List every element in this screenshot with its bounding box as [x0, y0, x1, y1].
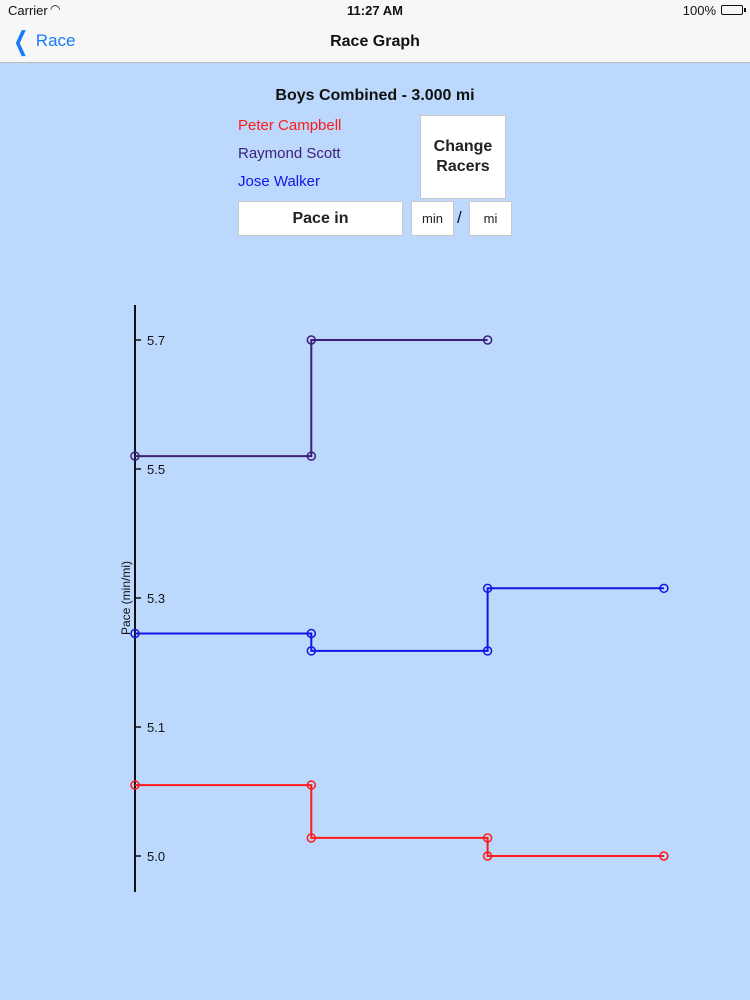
pace-in-label: Pace in: [238, 201, 403, 236]
data-point-jose-walker: [306, 646, 317, 656]
data-point-raymond-scott: [306, 335, 317, 345]
data-point-raymond-scott: [306, 451, 317, 461]
data-point-jose-walker: [659, 583, 669, 594]
change-racers-button[interactable]: Change Racers: [420, 115, 506, 199]
series-line-peter-campbell: [135, 784, 664, 857]
y-tick-label: 5.0: [147, 849, 165, 864]
series-line-jose-walker: [135, 587, 664, 652]
distance-unit-selector[interactable]: mi: [469, 201, 512, 236]
data-point-peter-campbell: [482, 851, 493, 861]
data-point-jose-walker: [482, 646, 493, 656]
data-point-peter-campbell: [306, 780, 317, 790]
back-button[interactable]: ❮ Race: [10, 26, 76, 56]
data-point-raymond-scott: [130, 451, 140, 461]
data-point-jose-walker: [306, 628, 317, 639]
data-point-jose-walker: [482, 583, 493, 594]
y-axis-label: Pace (min/mi): [119, 561, 133, 635]
unit-separator: /: [457, 208, 462, 227]
back-button-label: Race: [35, 31, 76, 50]
data-point-peter-campbell: [130, 780, 140, 790]
y-tick-label: 5.7: [147, 333, 165, 348]
carrier-label: Carrier: [8, 3, 48, 18]
data-point-peter-campbell: [482, 833, 493, 843]
y-tick-label: 5.5: [147, 462, 165, 477]
status-bar: Carrier ◠ 11:27 AM 100%: [0, 0, 750, 22]
data-point-jose-walker: [130, 628, 140, 639]
data-point-raymond-scott: [482, 335, 493, 345]
y-tick-label: 5.3: [147, 591, 165, 606]
battery-icon: [721, 5, 746, 15]
wifi-icon: ◠: [50, 2, 61, 16]
battery-percent: 100%: [682, 3, 716, 18]
chevron-left-icon: ❮: [13, 26, 29, 56]
page-title: Race Graph: [330, 33, 420, 50]
racer-name-jose-walker: Jose Walker: [238, 173, 320, 190]
navigation-bar: ❮ Race Race Graph: [0, 22, 750, 63]
series-line-raymond-scott: [135, 339, 488, 458]
racer-name-peter-campbell: Peter Campbell: [238, 117, 342, 134]
y-tick-label: 5.1: [147, 720, 165, 735]
data-point-peter-campbell: [306, 833, 317, 843]
clock: 11:27 AM: [347, 3, 403, 18]
data-point-peter-campbell: [659, 851, 669, 861]
time-unit-selector[interactable]: min: [411, 201, 454, 236]
racer-name-raymond-scott: Raymond Scott: [238, 145, 341, 162]
race-title: Boys Combined - 3.000 mi: [275, 87, 475, 104]
